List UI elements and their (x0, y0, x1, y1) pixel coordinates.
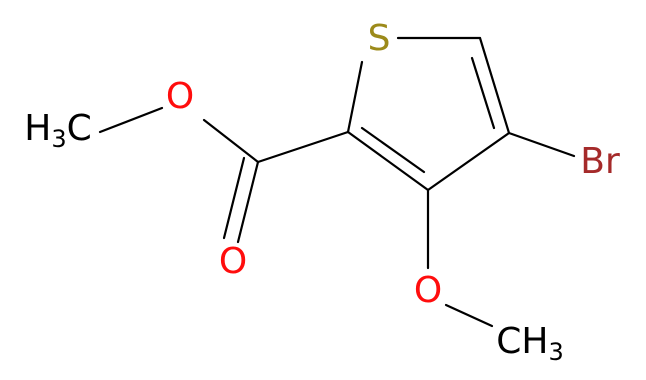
bond (256, 130, 350, 164)
atom-label: S (368, 18, 391, 59)
bond (222, 156, 246, 240)
atom-label: O (414, 270, 442, 311)
atom-label: Br (580, 141, 620, 182)
label-part: CH (496, 321, 548, 362)
bond (470, 56, 496, 130)
label-subscript: 3 (548, 338, 563, 366)
bond (236, 160, 260, 244)
bond (346, 60, 364, 134)
bond (444, 303, 494, 328)
bond (202, 118, 260, 164)
bond (507, 131, 576, 158)
bond (426, 131, 511, 192)
bond (360, 126, 426, 174)
atom-label: H3C (24, 108, 92, 153)
atom-label: O (166, 76, 194, 117)
bond (98, 106, 164, 134)
atom-label: O (219, 241, 247, 282)
label-part: C (67, 108, 92, 149)
label-part: H (24, 108, 51, 149)
bond (478, 36, 511, 135)
bonds (98, 36, 576, 328)
label-subscript: 3 (51, 125, 66, 153)
atom-label: CH3 (496, 321, 564, 366)
bond (346, 130, 430, 192)
